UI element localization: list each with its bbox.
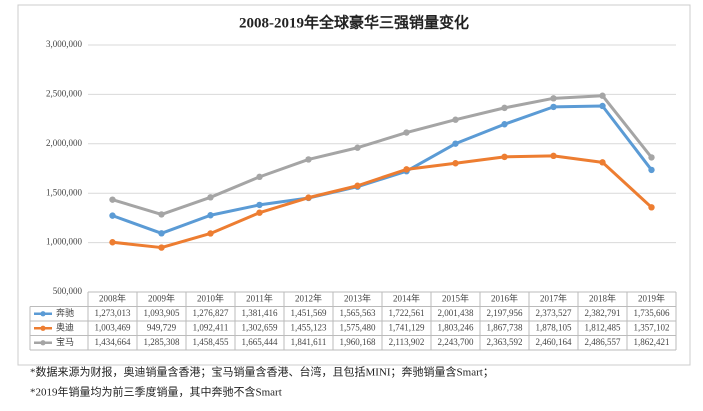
table-value: 2,243,700: [438, 337, 475, 347]
table-value: 2,382,791: [585, 308, 621, 318]
table-value: 2,486,557: [585, 337, 622, 347]
table-value: 1,093,905: [144, 308, 181, 318]
table-value: 1,841,611: [291, 337, 327, 347]
table-value: 1,276,827: [193, 308, 230, 318]
point: [109, 212, 116, 219]
table-value: 1,960,168: [340, 337, 377, 347]
point: [207, 230, 214, 237]
table-value: 1,575,480: [340, 322, 377, 332]
point: [599, 159, 606, 166]
legend-swatch: [40, 311, 46, 317]
point: [648, 166, 655, 174]
x-tick-label: 2012年: [295, 292, 322, 303]
table-value: 1,455,123: [291, 322, 328, 332]
point: [305, 194, 312, 201]
point: [501, 104, 508, 112]
y-tick-label: 2,000,000: [46, 138, 83, 148]
point: [550, 152, 557, 160]
x-tick-label: 2019年: [638, 292, 665, 303]
table-value: 1,867,738: [487, 322, 524, 332]
table-value: 2,113,902: [389, 337, 425, 347]
point: [501, 153, 508, 161]
x-tick-label: 2009年: [148, 292, 175, 303]
table-value: 1,003,469: [95, 322, 132, 332]
table-value: 1,302,659: [242, 322, 279, 332]
y-tick-label: 1,500,000: [46, 187, 83, 197]
legend-swatch: [40, 340, 46, 346]
x-tick-label: 2014年: [393, 292, 420, 303]
point: [207, 194, 214, 201]
point: [354, 144, 361, 151]
chart-title: 2008-2019年全球豪华三强销量变化: [239, 13, 469, 31]
table-value: 1,565,563: [340, 308, 377, 318]
point: [158, 211, 165, 218]
legend-label: 奔驰: [56, 307, 74, 318]
point: [158, 244, 165, 251]
x-tick-label: 2008年: [99, 292, 126, 303]
point: [109, 196, 116, 203]
table-value: 949,729: [147, 322, 177, 332]
point: [550, 103, 557, 111]
point: [403, 166, 410, 173]
y-tick-label: 1,000,000: [46, 237, 83, 247]
footnote: *2019年销量均为前三季度销量，其中奔驰不含Smart: [30, 385, 282, 399]
y-tick-label: 2,500,000: [46, 88, 83, 98]
footnote: *数据来源为财报，奥迪销量含香港；宝马销量含香港、台湾，且包括MINI；奔驰销量…: [30, 365, 494, 379]
point: [403, 129, 410, 136]
table-value: 1,878,105: [536, 322, 573, 332]
table-value: 1,741,129: [389, 322, 426, 332]
point: [452, 140, 459, 147]
x-tick-label: 2016年: [491, 292, 518, 303]
table-value: 1,458,455: [193, 337, 230, 347]
legend-swatch: [40, 325, 46, 331]
point: [256, 209, 263, 216]
table-value: 1,451,569: [291, 308, 328, 318]
table-value: 1,092,411: [193, 322, 229, 332]
x-tick-label: 2011年: [246, 292, 273, 303]
table-value: 1,665,444: [242, 337, 279, 347]
table-value: 1,862,421: [634, 337, 670, 347]
table-value: 1,285,308: [144, 337, 181, 347]
x-tick-label: 2015年: [442, 292, 469, 303]
point: [452, 160, 459, 167]
x-tick-label: 2018年: [589, 292, 616, 303]
table-value: 1,434,664: [95, 337, 132, 347]
table-value: 2,363,592: [487, 337, 523, 347]
point: [256, 201, 263, 209]
point: [648, 154, 655, 161]
series-line: [112, 154, 653, 250]
point: [648, 204, 655, 211]
point: [256, 173, 263, 181]
point: [354, 182, 361, 189]
x-tick-label: 2017年: [540, 292, 567, 303]
point: [452, 116, 459, 123]
point: [207, 212, 214, 219]
point: [550, 95, 557, 102]
y-tick-label: 3,000,000: [46, 39, 83, 49]
table-value: 2,197,956: [487, 308, 524, 318]
point: [305, 156, 312, 163]
table-value: 1,722,561: [389, 308, 425, 318]
x-tick-label: 2013年: [344, 292, 371, 303]
point: [501, 121, 508, 128]
table-value: 1,735,606: [634, 308, 671, 318]
table-value: 1,273,013: [95, 308, 132, 318]
legend-label: 宝马: [56, 336, 74, 347]
table-value: 2,001,438: [438, 308, 475, 318]
x-tick-label: 2010年: [197, 292, 224, 303]
point: [599, 92, 606, 99]
table-value: 2,373,527: [536, 308, 573, 318]
table-value: 1,803,246: [438, 322, 475, 332]
table-value: 2,460,164: [536, 337, 573, 347]
point: [599, 102, 606, 110]
series-line: [112, 94, 653, 216]
point: [109, 239, 116, 246]
table-value: 1,812,485: [585, 322, 622, 332]
legend-label: 奥迪: [56, 321, 74, 332]
table-value: 1,381,416: [242, 308, 279, 318]
y-tick-label: 500,000: [53, 286, 83, 296]
table-value: 1,357,102: [634, 322, 670, 332]
point: [158, 230, 165, 237]
